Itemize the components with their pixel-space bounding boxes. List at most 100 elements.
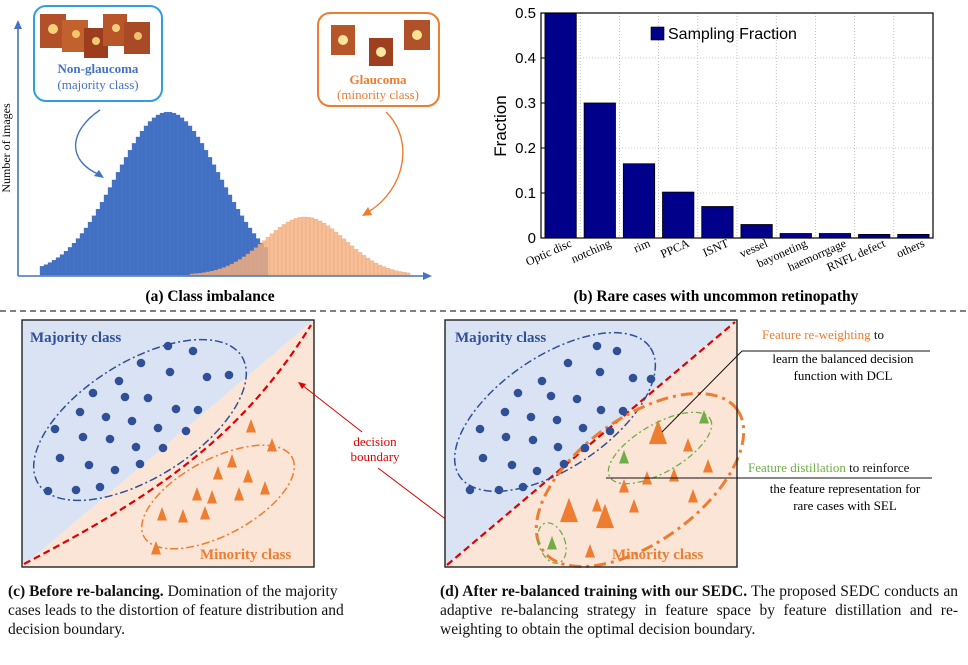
fundus-thumbnails-majority <box>40 14 150 58</box>
distill-small-outline <box>537 522 567 564</box>
minority-point <box>596 503 614 529</box>
distill-cluster-outline <box>607 411 713 485</box>
majority-point <box>646 374 656 384</box>
histogram-bar-minority <box>293 218 299 276</box>
histogram-bar-minority <box>333 231 339 276</box>
histogram-bar-majority <box>71 243 77 276</box>
majority-point <box>475 424 485 434</box>
panel-d-minority-label: Minority class <box>612 547 703 563</box>
histogram-bar-majority <box>91 215 97 276</box>
histogram-bar-majority <box>167 111 173 276</box>
glaucoma-arrow <box>367 111 404 213</box>
histogram-bar-majority <box>215 172 221 276</box>
histogram-bar-minority <box>353 249 359 276</box>
panel-d: Majority class Minority class Feature re… <box>444 319 932 569</box>
histogram-bar-minority <box>377 264 383 276</box>
histogram-bar-minority <box>381 266 387 276</box>
histogram-bar-majority <box>127 150 133 276</box>
histogram-bar-majority <box>211 164 217 276</box>
histogram-bar-majority <box>175 114 181 276</box>
minority-point <box>178 509 188 523</box>
majority-point <box>596 405 606 415</box>
majority-point <box>532 466 542 476</box>
histogram-bar-majority <box>131 143 137 276</box>
histogram-bar-minority <box>245 253 251 276</box>
histogram-bar-minority <box>297 217 303 276</box>
majority-point <box>595 367 605 377</box>
histogram-bar-majority <box>55 257 61 276</box>
bar-rim <box>622 163 656 239</box>
histogram-bar-majority <box>43 264 49 276</box>
majority-point <box>163 341 173 351</box>
histogram-bar-minority <box>325 225 331 276</box>
histogram-bar-minority <box>205 271 211 276</box>
histogram-bar-minority <box>253 247 259 276</box>
histogram-bar-majority <box>111 179 117 276</box>
histogram-bar-minority <box>341 238 347 276</box>
histogram-bar-minority <box>225 265 231 276</box>
glaucoma-arrow-head-icon <box>362 207 372 216</box>
chart-ylabel: Fraction <box>491 95 510 156</box>
histogram-bar-majority <box>39 266 45 276</box>
panel-c-majority-label: Majority class <box>30 330 121 346</box>
majority-point <box>84 460 94 470</box>
histogram-bar-minority <box>193 273 199 276</box>
majority-point <box>75 407 85 417</box>
panel-a-caption: (a) Class imbalance <box>145 288 274 305</box>
histogram-ylabel: Number of images <box>0 103 13 193</box>
y-tick-label: 0.3 <box>515 95 536 112</box>
histogram-bar-minority <box>249 250 255 276</box>
distill-rest: to reinforce <box>846 460 910 475</box>
y-tick-label: 0.4 <box>515 50 536 67</box>
bar-haemorrgage <box>818 233 852 239</box>
majority-point <box>553 442 563 452</box>
minority-point <box>267 438 277 452</box>
majority-point <box>612 346 622 356</box>
minority-point <box>683 438 693 452</box>
histogram-bar-majority <box>63 251 69 276</box>
histogram-bar-minority <box>285 221 291 276</box>
minority-points-after <box>547 410 713 558</box>
histogram-bar-minority <box>405 272 411 276</box>
histogram-bar-minority <box>257 244 263 276</box>
minority-point <box>649 419 667 445</box>
distill-annotation-line1: Feature distillation to reinforce <box>748 460 910 475</box>
histogram-bar-majority <box>227 194 233 276</box>
histogram-bar-minority <box>269 233 275 276</box>
histogram-bar-majority <box>207 157 213 276</box>
non-glaucoma-arrow-head-icon <box>94 170 104 178</box>
histogram-bar-majority <box>163 111 169 276</box>
distilled-point <box>699 410 709 424</box>
histogram-bar-minority <box>229 263 235 276</box>
bar-isnt <box>701 206 734 239</box>
histogram-bar-majority <box>67 247 73 276</box>
majority-point <box>501 432 511 442</box>
histogram <box>39 111 411 276</box>
majority-point <box>43 486 53 496</box>
non-glaucoma-arrow <box>74 109 101 176</box>
histogram-bar-majority <box>79 233 85 276</box>
majority-point <box>127 416 137 426</box>
panel-c-minority-label: Minority class <box>200 547 291 563</box>
histogram-bar-majority <box>95 208 101 276</box>
histogram-bar-minority <box>197 273 203 276</box>
histogram-bar-majority <box>107 187 113 276</box>
minority-point <box>243 469 253 483</box>
minority-points-before <box>151 419 277 555</box>
histogram-bar-minority <box>213 269 219 276</box>
minority-cluster-outline <box>140 444 296 550</box>
panel-b-caption: (b) Rare cases with uncommon retinopathy <box>574 288 859 305</box>
panel-d-majority-label: Majority class <box>455 330 546 346</box>
minority-point <box>246 419 256 433</box>
minority-point <box>200 506 210 520</box>
x-tick-label: ISNT <box>701 236 732 260</box>
distilled-point <box>619 450 629 464</box>
minority-point <box>629 499 639 513</box>
histogram-bar-majority <box>87 221 93 276</box>
majority-point <box>224 370 234 380</box>
majority-point <box>500 407 510 417</box>
histogram-bar-minority <box>401 272 407 276</box>
y-axis-arrow-icon <box>14 20 22 29</box>
x-tick-label: others <box>894 236 927 261</box>
